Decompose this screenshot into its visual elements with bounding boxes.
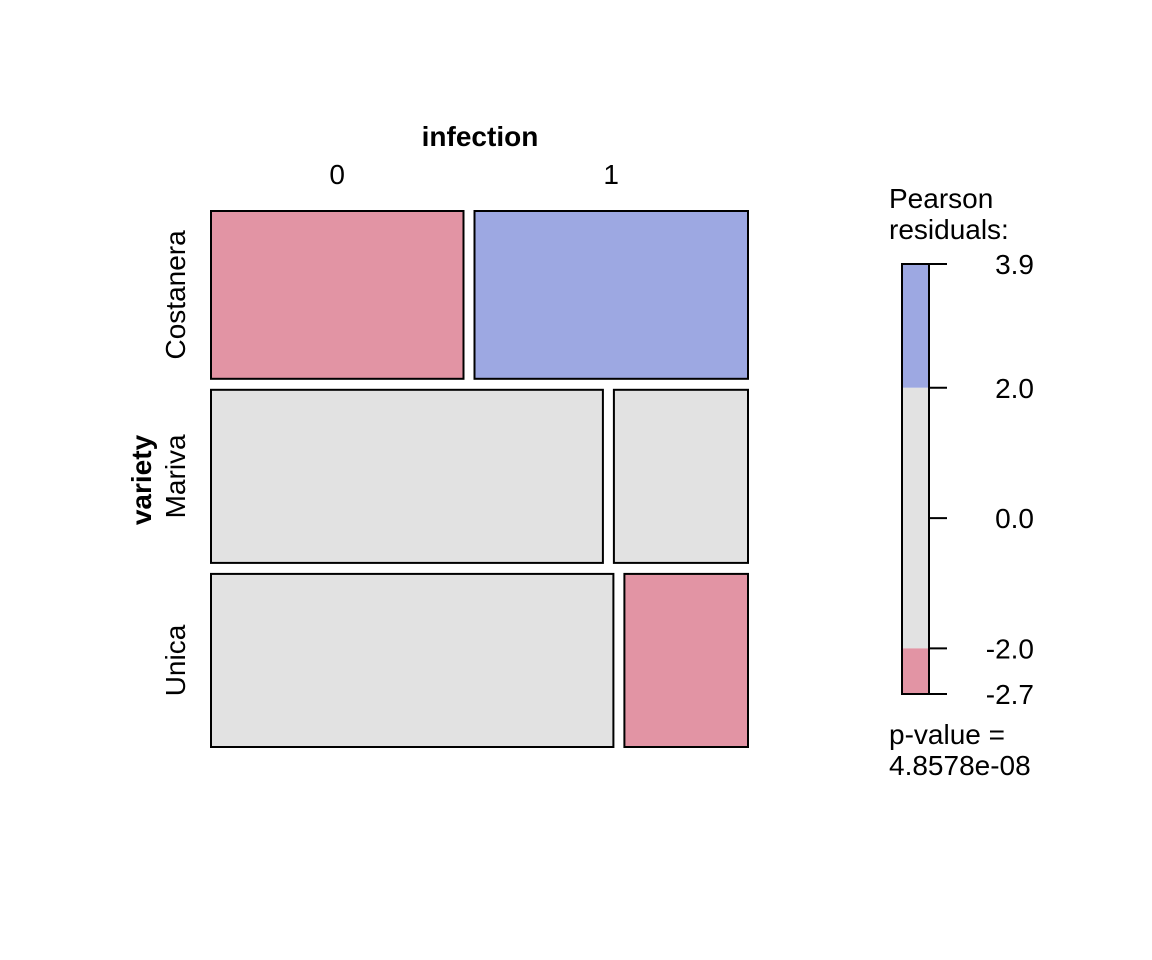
col-variable-label: infection bbox=[422, 121, 539, 152]
col-label-0: 0 bbox=[329, 159, 345, 190]
legend-tick-label: 3.9 bbox=[995, 249, 1034, 280]
mosaic-cell-mariva-0 bbox=[210, 388, 604, 564]
legend-neutral-band bbox=[902, 387, 929, 649]
mosaic-cells bbox=[210, 210, 750, 749]
row-label-unica: Unica bbox=[160, 624, 191, 696]
legend-bar-outline bbox=[901, 263, 930, 695]
legend-tick-label: 2.0 bbox=[995, 373, 1034, 404]
mosaic-cell-unica-0 bbox=[210, 572, 615, 749]
legend-title-line: residuals: bbox=[889, 214, 1009, 245]
legend-negative-band bbox=[902, 648, 929, 694]
legend-tick-label: -2.7 bbox=[986, 679, 1034, 710]
row-variable-label: variety bbox=[126, 434, 157, 525]
row-label-mariva: Mariva bbox=[160, 434, 191, 518]
mosaic-cell-unica-1 bbox=[623, 572, 750, 749]
row-label-costanera: Costanera bbox=[160, 230, 191, 360]
legend-tick-label: 0.0 bbox=[995, 503, 1034, 534]
row-category-labels: Costanera Mariva Unica bbox=[160, 230, 191, 696]
mosaic-cell-costanera-1 bbox=[473, 210, 749, 380]
legend-tick-label: -2.0 bbox=[986, 633, 1034, 664]
legend-positive-band bbox=[902, 264, 929, 388]
col-label-1: 1 bbox=[603, 159, 619, 190]
mosaic-cell-mariva-1 bbox=[612, 388, 750, 564]
mosaic-cell-costanera-0 bbox=[210, 210, 465, 380]
p-value-line: 4.8578e-08 bbox=[889, 750, 1031, 781]
p-value-line: p-value = bbox=[889, 719, 1005, 750]
legend-title-line: Pearson bbox=[889, 183, 993, 214]
